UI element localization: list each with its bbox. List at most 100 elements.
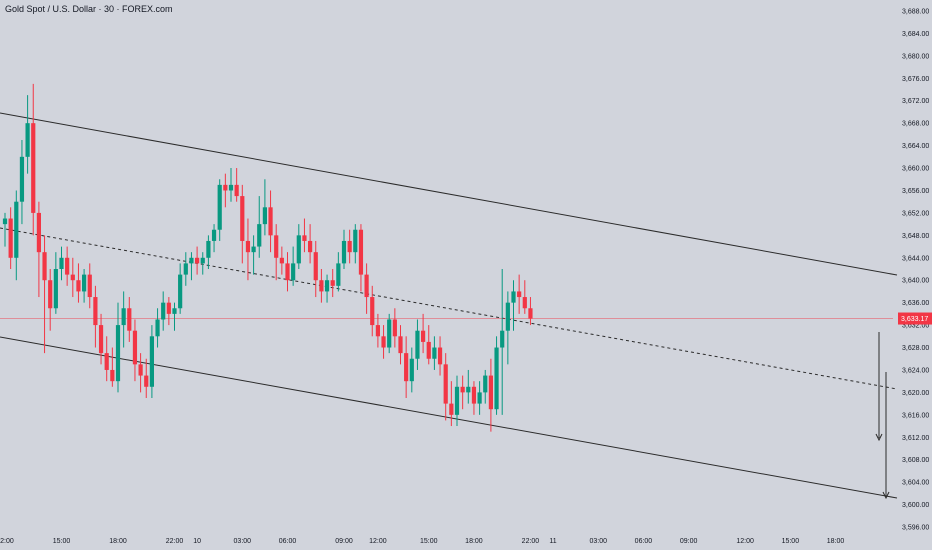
candle-body <box>200 257 205 264</box>
candle-body <box>364 274 369 298</box>
candle-body <box>370 297 375 326</box>
y-axis-tick-label: 3,668.00 <box>902 121 929 128</box>
y-axis-tick-label: 3,656.00 <box>902 188 929 195</box>
candle-body <box>505 302 510 331</box>
candle-body <box>308 240 313 253</box>
candle-body <box>87 274 92 298</box>
candle-body <box>415 330 420 359</box>
candle-body <box>42 252 47 281</box>
x-axis-tick-label: 10 <box>193 538 201 545</box>
y-axis-tick-label: 3,640.00 <box>902 278 929 285</box>
candle-body <box>336 263 341 286</box>
candle-body <box>392 319 397 337</box>
y-axis-tick-label: 3,612.00 <box>902 435 929 442</box>
candle-body <box>517 291 522 298</box>
chart-title: Gold Spot / U.S. Dollar · 30 · FOREX.com <box>5 4 173 14</box>
candle-body <box>375 325 380 337</box>
x-axis-tick-label: 15:00 <box>53 538 71 545</box>
candle-body <box>104 353 109 370</box>
candle-body <box>274 235 279 258</box>
y-axis-tick-label: 3,632.00 <box>902 323 929 330</box>
y-axis-tick-label: 3,648.00 <box>902 233 929 240</box>
x-axis-tick-label: 03:00 <box>234 538 252 545</box>
candle-body <box>353 229 358 253</box>
candle-body <box>82 274 87 292</box>
candle-body <box>483 375 488 393</box>
candle-body <box>132 330 138 365</box>
projection-arrow-2-head <box>882 491 890 500</box>
y-axis-tick-label: 3,660.00 <box>902 166 929 173</box>
y-axis-tick-label: 3,604.00 <box>902 480 929 487</box>
candle-body <box>432 347 437 359</box>
candle-body <box>488 375 493 410</box>
y-axis-tick-label: 3,688.00 <box>902 9 929 16</box>
candle-body <box>421 330 426 342</box>
y-axis-tick-label: 3,624.00 <box>902 367 929 374</box>
candle-body <box>211 229 217 241</box>
candle-body <box>460 386 465 393</box>
candle-body <box>144 375 149 387</box>
y-axis-tick-label: 3,684.00 <box>902 31 929 38</box>
y-axis-tick-label: 3,596.00 <box>902 525 929 532</box>
candle-body <box>240 196 245 241</box>
candle-body <box>31 123 36 213</box>
candle-body <box>398 336 403 354</box>
candle-body <box>166 302 171 314</box>
current-price-badge <box>898 312 932 325</box>
y-axis-tick-label: 3,636.00 <box>902 300 929 307</box>
candle-body <box>454 386 460 415</box>
y-axis-tick-label: 3,616.00 <box>902 412 929 419</box>
candle-body <box>437 347 443 365</box>
channel-upper-line <box>0 112 898 276</box>
candle-body <box>511 291 516 303</box>
candle-body <box>110 369 115 382</box>
candle-body <box>127 308 132 331</box>
y-axis-tick-label: 3,608.00 <box>902 457 929 464</box>
candle-body <box>296 235 301 264</box>
candle-body <box>48 280 53 309</box>
candle-body <box>206 240 211 258</box>
candle-body <box>257 224 262 247</box>
candle-body <box>65 257 70 275</box>
candle-body <box>189 257 194 264</box>
x-axis-tick-label: 03:00 <box>589 538 607 545</box>
x-axis-tick-label: 22:00 <box>166 538 184 545</box>
candle-body <box>330 280 335 286</box>
x-axis-tick-label: 12:00 <box>0 538 14 545</box>
candle-body <box>341 240 347 264</box>
candle-body <box>93 297 98 326</box>
candle-body <box>477 392 482 404</box>
x-axis-tick-label: 18:00 <box>827 538 845 545</box>
candle-body <box>217 184 222 230</box>
candle-body <box>223 184 228 191</box>
candle-body <box>279 257 284 264</box>
candle-body <box>19 156 25 202</box>
candle-body <box>494 347 499 410</box>
x-axis-tick-label: 12:00 <box>369 538 387 545</box>
candle-body <box>381 336 386 348</box>
candle-body <box>155 319 160 337</box>
candle-body <box>234 184 239 197</box>
candle-body <box>115 325 121 382</box>
y-axis-tick-label: 3,628.00 <box>902 345 929 352</box>
x-axis-tick-label: 09:00 <box>335 538 353 545</box>
candle-body <box>70 274 75 281</box>
projection-arrow-1-head <box>875 433 883 442</box>
candle-body <box>98 325 104 354</box>
x-axis-tick-label: 09:00 <box>680 538 698 545</box>
candle-body <box>347 240 352 253</box>
candle-body <box>251 246 256 253</box>
x-axis-tick-label: 15:00 <box>420 538 438 545</box>
candle-body <box>387 319 392 348</box>
x-axis-tick-label: 22:00 <box>522 538 540 545</box>
y-axis-tick-label: 3,644.00 <box>902 255 929 262</box>
x-axis-tick-label: 06:00 <box>635 538 653 545</box>
candle-body <box>443 364 448 404</box>
y-axis-tick-label: 3,672.00 <box>902 98 929 105</box>
candle-body <box>178 274 183 309</box>
candle-body <box>324 280 330 292</box>
candle-body <box>302 235 307 241</box>
candle-body <box>53 269 58 309</box>
